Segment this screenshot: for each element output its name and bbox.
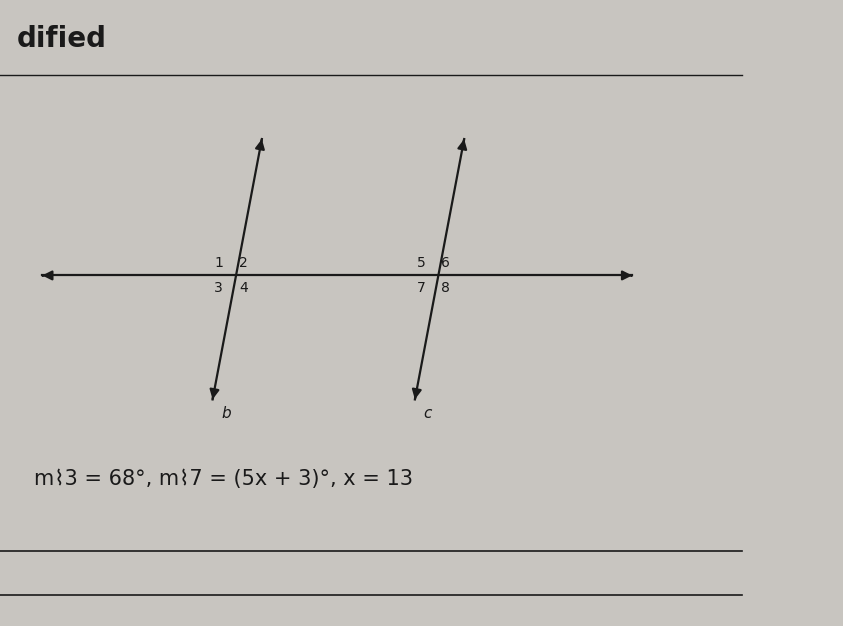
Text: 3: 3 <box>214 281 223 295</box>
Text: 1: 1 <box>214 256 223 270</box>
Text: 8: 8 <box>441 281 450 295</box>
Text: c: c <box>423 406 432 421</box>
Text: dified: dified <box>17 25 107 53</box>
Text: 7: 7 <box>416 281 426 295</box>
Text: m⌇3 = 68°, m⌇7 = (5x + 3)°, x = 13: m⌇3 = 68°, m⌇7 = (5x + 3)°, x = 13 <box>34 470 413 490</box>
Text: 6: 6 <box>441 256 450 270</box>
Text: 2: 2 <box>239 256 248 270</box>
Text: 4: 4 <box>239 281 248 295</box>
Text: b: b <box>221 406 231 421</box>
Text: 5: 5 <box>416 256 426 270</box>
